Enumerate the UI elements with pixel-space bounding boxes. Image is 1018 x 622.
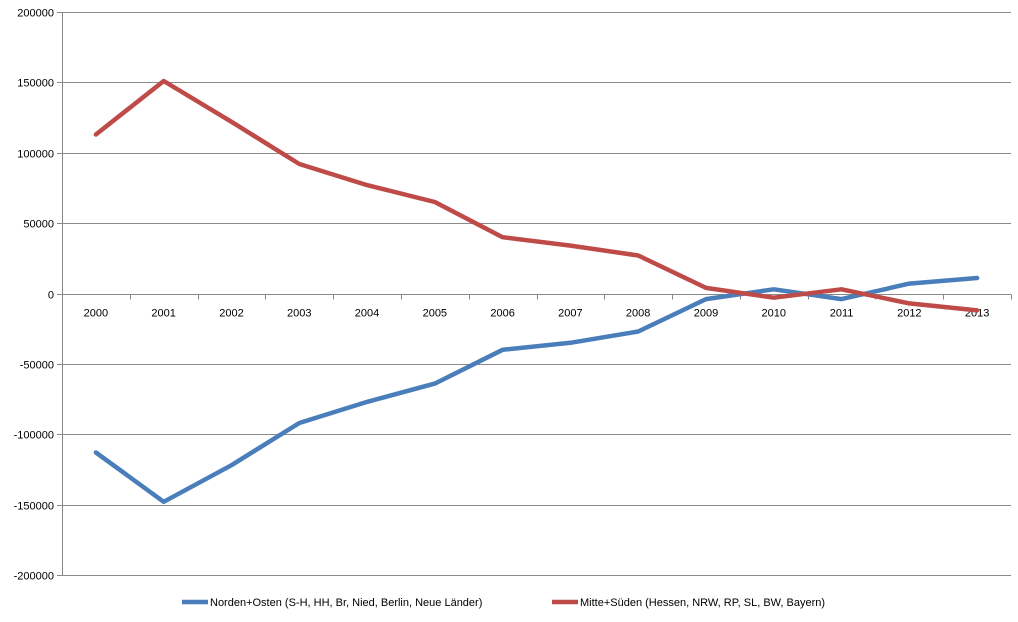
y-tick-label: 50000 <box>23 219 54 231</box>
x-tick-label: 2001 <box>151 308 175 320</box>
y-tick-labels: 200000 150000 100000 50000 0 -50000 -100000 -15… <box>14 8 54 583</box>
x-tick-label: 2002 <box>219 308 243 320</box>
x-tick-label: 2004 <box>355 308 379 320</box>
y-tick-label: -150000 <box>14 501 54 513</box>
legend-label-2: Mitte+Süden (Hessen, NRW, RP, SL, BW, Ba… <box>580 597 825 609</box>
y-tick-label: 0 <box>48 290 54 302</box>
x-tick-label: 2010 <box>762 308 786 320</box>
y-tick-label: 150000 <box>17 78 54 90</box>
x-tick-label: 2005 <box>423 308 447 320</box>
x-tick-label: 2012 <box>897 308 921 320</box>
legend: Norden+Osten (S-H, HH, Br, Nied, Berlin,… <box>182 597 825 609</box>
y-tick-label: -100000 <box>14 430 54 442</box>
y-tick-label: -200000 <box>14 571 54 583</box>
y-tick-label: -50000 <box>20 360 54 372</box>
legend-label-1: Norden+Osten (S-H, HH, Br, Nied, Berlin,… <box>210 597 482 609</box>
y-tick-label: 200000 <box>17 8 54 20</box>
x-tick-label: 2011 <box>830 308 854 320</box>
x-tick-label: 2006 <box>490 308 514 320</box>
x-tick-label: 2000 <box>84 308 108 320</box>
series-line-2 <box>96 81 977 310</box>
y-tick-label: 100000 <box>17 149 54 161</box>
x-tick-label: 2009 <box>694 308 718 320</box>
x-tick-label: 2007 <box>558 308 582 320</box>
x-tick-label: 2003 <box>287 308 311 320</box>
x-tick-labels: 2000 2001 2002 2003 2004 2005 2006 2007 2008 2009… <box>84 308 990 320</box>
x-tick-label: 2008 <box>626 308 650 320</box>
series-lines <box>96 81 977 502</box>
